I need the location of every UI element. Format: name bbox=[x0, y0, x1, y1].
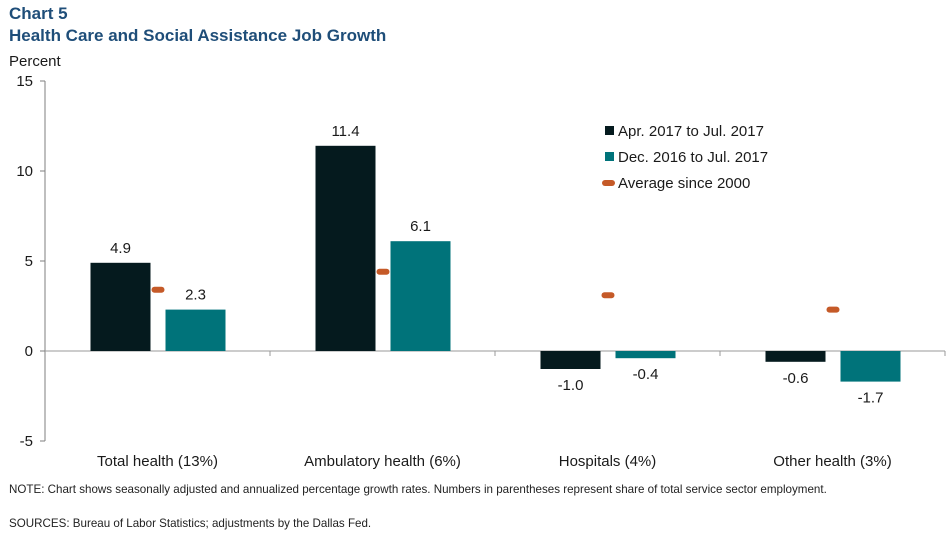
data-label: -0.6 bbox=[783, 370, 809, 387]
data-label: -1.0 bbox=[558, 377, 584, 394]
y-tick-label: 10 bbox=[16, 163, 33, 180]
y-tick-label: -5 bbox=[20, 433, 33, 450]
legend-swatch bbox=[605, 126, 614, 135]
chart-sources: SOURCES: Bureau of Labor Statistics; adj… bbox=[9, 517, 372, 530]
legend-swatch bbox=[602, 180, 615, 186]
bar bbox=[390, 241, 451, 351]
bar bbox=[165, 309, 226, 351]
data-label: 11.4 bbox=[331, 123, 359, 140]
data-label: -0.4 bbox=[633, 366, 659, 383]
legend-swatch bbox=[605, 152, 614, 161]
y-tick-label: 5 bbox=[25, 253, 33, 270]
legend-label: Apr. 2017 to Jul. 2017 bbox=[618, 123, 764, 140]
y-tick-label: 0 bbox=[25, 343, 33, 360]
y-tick-label: 15 bbox=[16, 73, 33, 90]
bar bbox=[840, 351, 901, 382]
y-axis-label: Percent bbox=[9, 53, 61, 70]
bar bbox=[765, 351, 826, 362]
average-marker bbox=[151, 286, 165, 293]
chart-title: Health Care and Social Assistance Job Gr… bbox=[9, 26, 387, 45]
x-tick-label: Other health (3%) bbox=[773, 453, 891, 470]
x-tick-label: Hospitals (4%) bbox=[559, 453, 657, 470]
chart-number: Chart 5 bbox=[9, 4, 68, 23]
average-marker bbox=[601, 292, 615, 299]
legend-label: Average since 2000 bbox=[618, 175, 750, 192]
average-marker bbox=[376, 268, 390, 275]
average-marker bbox=[826, 306, 840, 313]
chart-note: NOTE: Chart shows seasonally adjusted an… bbox=[9, 483, 827, 496]
data-label: 6.1 bbox=[410, 218, 431, 235]
data-label: 4.9 bbox=[110, 240, 131, 257]
x-tick-label: Ambulatory health (6%) bbox=[304, 453, 461, 470]
x-tick-label: Total health (13%) bbox=[97, 453, 218, 470]
legend-label: Dec. 2016 to Jul. 2017 bbox=[618, 149, 768, 166]
bar bbox=[90, 262, 151, 351]
bar-chart: -5 0 5 10 15 Total health (13%) 4.9 2.3 Ambulato… bbox=[16, 73, 946, 470]
data-label: 2.3 bbox=[185, 287, 206, 304]
bar bbox=[540, 351, 601, 369]
bar bbox=[315, 145, 376, 351]
data-label: -1.7 bbox=[858, 390, 884, 407]
bar bbox=[615, 351, 676, 359]
